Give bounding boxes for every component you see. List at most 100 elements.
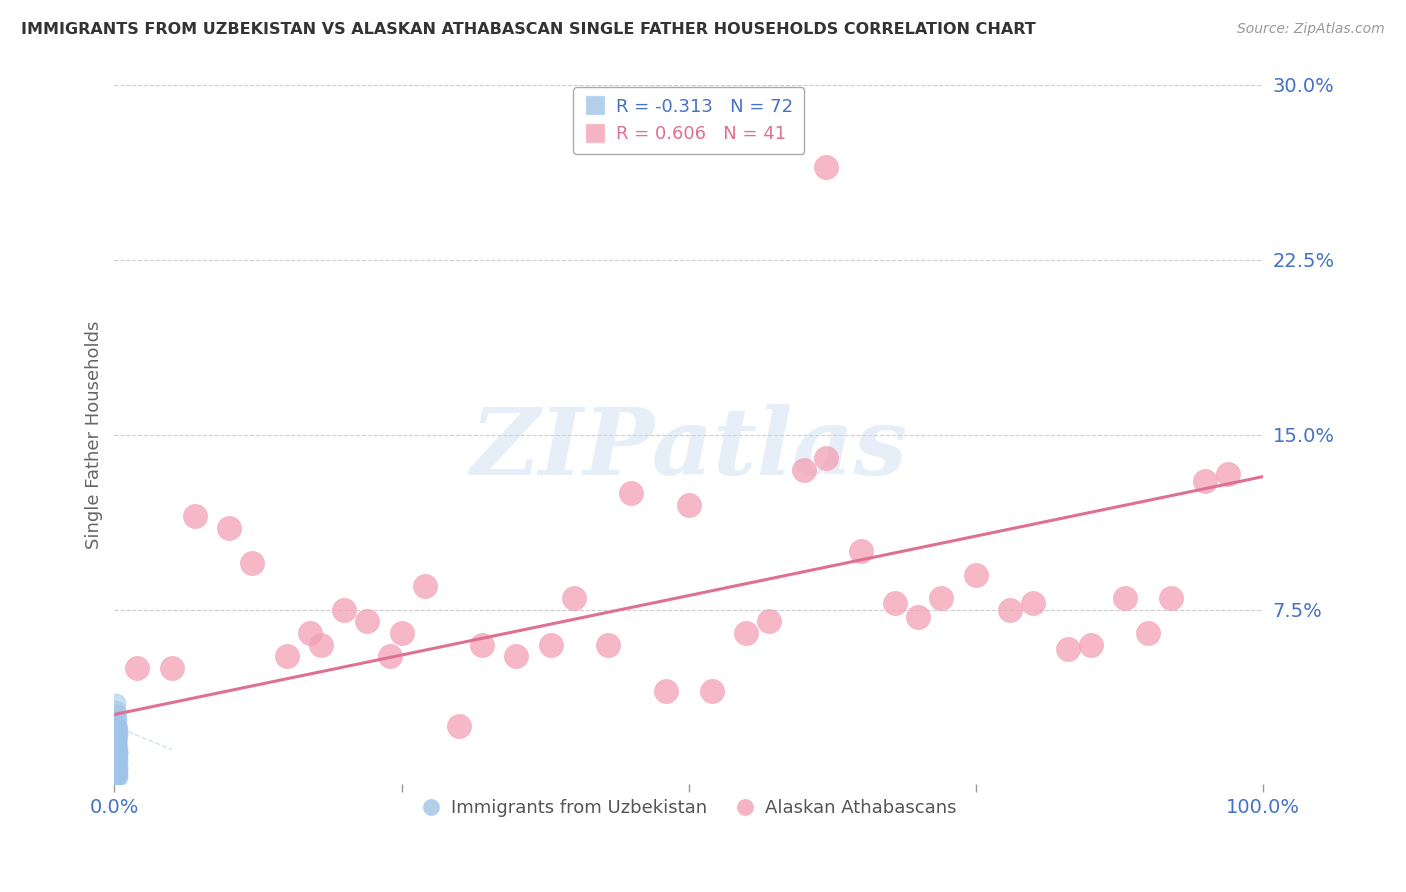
Point bbox=[1137, 625, 1160, 640]
Point bbox=[104, 726, 127, 740]
Point bbox=[105, 764, 128, 778]
Text: ZIPatlas: ZIPatlas bbox=[470, 404, 907, 493]
Point bbox=[160, 661, 183, 675]
Point bbox=[105, 735, 128, 749]
Point bbox=[240, 556, 263, 570]
Point bbox=[104, 747, 127, 761]
Point bbox=[104, 729, 127, 743]
Point bbox=[105, 707, 128, 722]
Point bbox=[105, 719, 128, 733]
Point bbox=[104, 761, 127, 775]
Point bbox=[104, 719, 127, 733]
Point bbox=[105, 722, 128, 736]
Point bbox=[107, 754, 129, 768]
Legend: Immigrants from Uzbekistan, Alaskan Athabascans: Immigrants from Uzbekistan, Alaskan Atha… bbox=[413, 792, 965, 824]
Point bbox=[107, 747, 129, 761]
Point bbox=[105, 752, 128, 766]
Point bbox=[356, 614, 378, 628]
Point bbox=[104, 768, 127, 782]
Point bbox=[815, 160, 838, 174]
Point bbox=[598, 638, 620, 652]
Point bbox=[107, 761, 129, 775]
Point bbox=[104, 742, 127, 756]
Point bbox=[107, 771, 129, 785]
Point bbox=[104, 768, 127, 782]
Point bbox=[105, 733, 128, 747]
Point bbox=[276, 649, 298, 664]
Point bbox=[127, 661, 149, 675]
Point bbox=[104, 738, 127, 752]
Point bbox=[104, 764, 127, 778]
Point bbox=[333, 602, 356, 616]
Point bbox=[678, 498, 700, 512]
Point bbox=[471, 638, 494, 652]
Point bbox=[104, 764, 127, 778]
Point bbox=[105, 747, 128, 761]
Point bbox=[378, 649, 401, 664]
Point bbox=[105, 712, 128, 726]
Point bbox=[1218, 467, 1240, 482]
Point bbox=[884, 596, 907, 610]
Point bbox=[107, 758, 129, 772]
Point bbox=[107, 726, 129, 740]
Point bbox=[105, 756, 128, 771]
Point bbox=[562, 591, 585, 605]
Point bbox=[104, 771, 127, 785]
Point bbox=[107, 745, 129, 759]
Point bbox=[1114, 591, 1136, 605]
Point bbox=[104, 765, 127, 780]
Point bbox=[107, 745, 129, 759]
Point bbox=[107, 729, 129, 743]
Point bbox=[104, 740, 127, 755]
Point bbox=[735, 625, 758, 640]
Point bbox=[107, 768, 129, 782]
Point bbox=[700, 684, 723, 698]
Point bbox=[104, 714, 127, 729]
Point bbox=[105, 749, 128, 764]
Point bbox=[792, 463, 814, 477]
Point bbox=[184, 509, 207, 524]
Point bbox=[505, 649, 527, 664]
Point bbox=[815, 450, 838, 465]
Point bbox=[309, 638, 332, 652]
Point bbox=[104, 740, 127, 755]
Point bbox=[107, 752, 129, 766]
Point bbox=[107, 722, 129, 736]
Point bbox=[1194, 475, 1216, 489]
Point bbox=[413, 579, 436, 593]
Point bbox=[104, 726, 127, 740]
Y-axis label: Single Father Households: Single Father Households bbox=[86, 320, 103, 549]
Point bbox=[104, 735, 127, 749]
Text: Source: ZipAtlas.com: Source: ZipAtlas.com bbox=[1237, 22, 1385, 37]
Point bbox=[105, 749, 128, 764]
Point bbox=[104, 761, 127, 775]
Point bbox=[105, 761, 128, 775]
Point bbox=[105, 723, 128, 738]
Point bbox=[105, 765, 128, 780]
Point bbox=[654, 684, 676, 698]
Point bbox=[105, 752, 128, 766]
Point bbox=[105, 765, 128, 780]
Point bbox=[105, 731, 128, 745]
Point bbox=[965, 567, 987, 582]
Point bbox=[105, 765, 128, 780]
Point bbox=[540, 638, 562, 652]
Point bbox=[105, 749, 128, 764]
Point bbox=[1160, 591, 1182, 605]
Point bbox=[105, 733, 128, 747]
Point bbox=[105, 745, 128, 759]
Point bbox=[1080, 638, 1102, 652]
Point bbox=[104, 742, 127, 756]
Point bbox=[104, 731, 127, 745]
Point bbox=[105, 764, 128, 778]
Point bbox=[391, 625, 413, 640]
Point bbox=[104, 735, 127, 749]
Point bbox=[104, 740, 127, 755]
Point bbox=[105, 735, 128, 749]
Point bbox=[105, 749, 128, 764]
Point bbox=[620, 486, 643, 500]
Point bbox=[447, 719, 470, 733]
Point bbox=[931, 591, 953, 605]
Text: IMMIGRANTS FROM UZBEKISTAN VS ALASKAN ATHABASCAN SINGLE FATHER HOUSEHOLDS CORREL: IMMIGRANTS FROM UZBEKISTAN VS ALASKAN AT… bbox=[21, 22, 1036, 37]
Point bbox=[105, 742, 128, 756]
